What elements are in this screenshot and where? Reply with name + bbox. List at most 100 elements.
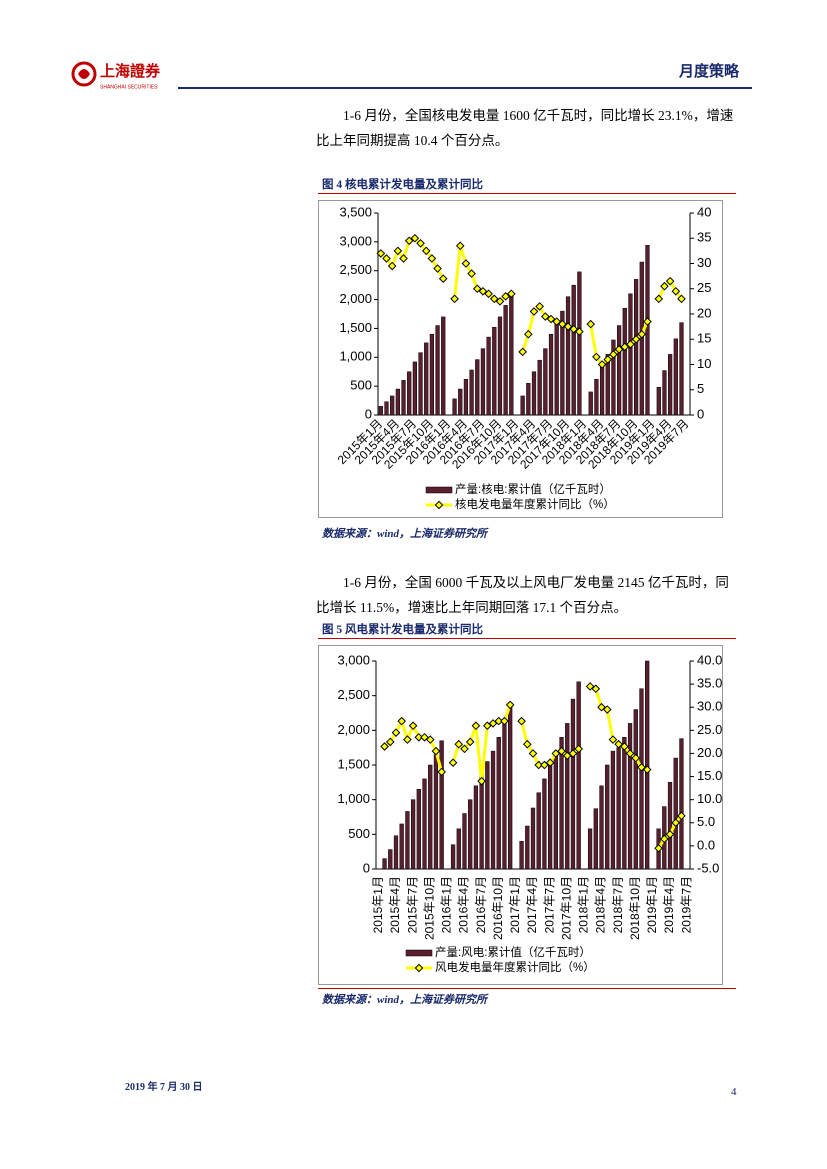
marker	[420, 732, 429, 742]
bar	[639, 261, 644, 416]
y2-tick-label: 35.0	[697, 676, 722, 691]
marker	[535, 302, 544, 311]
marker	[534, 760, 544, 770]
bar	[673, 757, 678, 870]
bar	[520, 395, 525, 416]
bar	[588, 391, 593, 416]
bar	[537, 359, 542, 416]
bar	[462, 813, 467, 870]
marker	[643, 317, 652, 326]
marker	[568, 749, 578, 758]
marker	[397, 716, 406, 726]
marker	[620, 342, 630, 352]
bar	[633, 279, 639, 416]
marker	[410, 233, 420, 243]
marker	[421, 246, 431, 256]
bar	[679, 738, 684, 870]
marker	[488, 719, 498, 728]
marker	[431, 746, 441, 756]
bar	[667, 782, 673, 870]
marker	[671, 818, 681, 828]
bar	[490, 750, 496, 870]
caption-rule	[318, 638, 736, 639]
marker	[637, 329, 647, 339]
bar	[405, 811, 410, 870]
bar	[593, 808, 598, 870]
marker	[528, 749, 538, 758]
legend-label: 产量:风电:累计值（亿千瓦时）	[435, 945, 591, 959]
bar	[565, 723, 570, 870]
paragraph: 1-6 月份，全国核电发电量 1600 亿千瓦时，同比增长 23.1%，增速比上…	[316, 108, 734, 148]
marker	[483, 721, 492, 731]
marker	[637, 763, 646, 772]
marker	[477, 776, 486, 786]
marker	[591, 684, 601, 694]
marker	[408, 721, 418, 731]
marker	[608, 735, 618, 744]
x-tick-label: 2018年10月	[628, 876, 642, 940]
bar	[424, 342, 429, 416]
marker	[592, 352, 601, 362]
bar	[519, 841, 524, 870]
y2-tick-label: 5	[697, 381, 704, 396]
source-rule	[318, 988, 736, 989]
marker	[455, 241, 465, 251]
y2-tick-label: 20	[697, 305, 711, 320]
logo-icon	[78, 69, 90, 79]
legend-label: 产量:核电:累计值（亿千瓦时）	[455, 482, 611, 496]
marker	[569, 324, 579, 334]
marker	[404, 236, 414, 246]
caption-rule	[318, 193, 736, 194]
marker	[614, 345, 624, 354]
bar	[610, 750, 616, 870]
bar	[622, 307, 627, 416]
bar	[673, 338, 678, 416]
x-tick-label: 2016年4月	[457, 876, 471, 933]
bar	[645, 245, 650, 416]
x-tick-label: 2017年1月	[508, 876, 522, 933]
y-tick-label: 3,000	[337, 652, 370, 667]
bar	[656, 387, 661, 416]
bar	[679, 322, 684, 416]
paragraph: 1-6 月份，全国 6000 千瓦及以上风电厂发电量 2145 亿千瓦时，同比增…	[316, 575, 729, 615]
x-tick-label: 2016年10月	[491, 876, 505, 940]
bar	[611, 339, 616, 416]
marker	[609, 350, 618, 359]
marker	[376, 249, 386, 258]
x-tick-label: 2017年10月	[559, 876, 573, 940]
header-title: 月度策略	[678, 64, 739, 80]
bar	[616, 325, 622, 416]
marker	[586, 319, 596, 329]
figure-caption: 图 5 风电累计发电量及累计同比	[322, 624, 483, 636]
marker	[478, 286, 488, 296]
bar	[399, 823, 404, 870]
marker	[425, 735, 435, 744]
y2-tick-label: 5.0	[697, 814, 715, 829]
legend-swatch	[405, 949, 433, 957]
marker	[677, 811, 686, 821]
bar	[456, 828, 461, 870]
marker	[562, 751, 572, 761]
bar	[503, 305, 508, 416]
x-tick-label: 2017年4月	[525, 876, 539, 933]
marker	[529, 307, 539, 316]
legend-label: 风电发电量年度累计同比（%）	[435, 960, 595, 974]
bar	[543, 348, 548, 416]
marker	[660, 281, 669, 291]
marker	[391, 728, 401, 737]
y2-tick-label: 20.0	[697, 745, 722, 760]
marker	[552, 317, 561, 326]
bar	[468, 799, 473, 870]
bar	[530, 807, 536, 870]
y-tick-label: 500	[350, 378, 372, 393]
bar	[441, 316, 446, 416]
bar	[384, 401, 389, 416]
x-tick-label: 2015年4月	[388, 876, 402, 933]
bar	[428, 764, 433, 870]
marker	[620, 742, 629, 751]
marker	[501, 292, 510, 301]
marker	[558, 319, 567, 329]
marker	[614, 739, 623, 749]
y-tick-label: 2,500	[339, 262, 372, 277]
marker	[471, 721, 481, 731]
